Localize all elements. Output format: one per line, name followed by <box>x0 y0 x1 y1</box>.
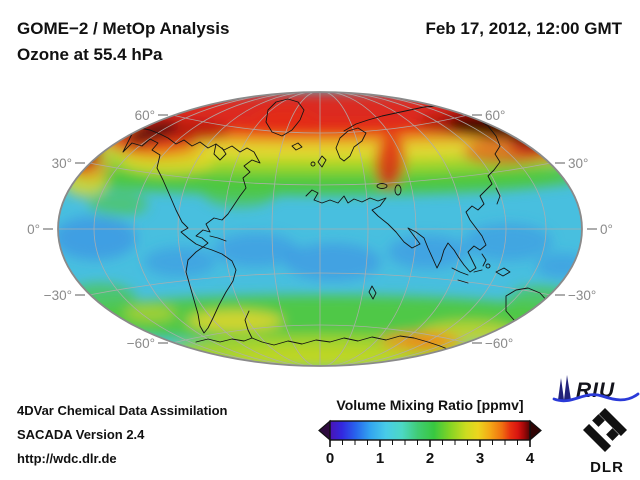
riu-logo: RIU <box>552 375 640 403</box>
colorbar-tick-1: 1 <box>376 450 384 467</box>
coastlines <box>122 98 566 351</box>
analysis-datetime: Feb 17, 2012, 12:00 GMT <box>425 19 622 38</box>
lat-label-left-30: 30° <box>52 156 72 171</box>
footer-version: SACADA Version 2.4 <box>17 427 145 442</box>
colorbar-tickmarks <box>329 440 531 447</box>
lat-label-right--60: −60° <box>485 336 513 351</box>
lat-label-left-60: 60° <box>135 108 155 123</box>
riu-cathedral-icon <box>558 375 571 400</box>
lat-label-right--30: −30° <box>568 288 596 303</box>
lat-label-left--60: −60° <box>127 336 155 351</box>
lat-label-right-60: 60° <box>485 108 505 123</box>
colorbar: Volume Mixing Ratio [ppmv] 0 1 2 3 4 <box>318 397 542 467</box>
lat-label-left-0: 0° <box>27 222 40 237</box>
lat-label-left--30: −30° <box>44 288 72 303</box>
dlr-logo-text: DLR <box>590 459 624 476</box>
map-outline <box>57 91 583 367</box>
lat-label-right-30: 30° <box>568 156 588 171</box>
dlr-emblem-icon <box>583 408 627 452</box>
colorbar-tick-0: 0 <box>326 450 334 467</box>
page-title: GOME−2 / MetOp Analysis <box>17 19 230 38</box>
colorbar-tick-3: 3 <box>476 450 484 467</box>
latitude-ticks <box>43 114 597 344</box>
colorbar-right-arrow <box>529 419 542 442</box>
footer-assimilation: 4DVar Chemical Data Assimilation <box>17 403 228 418</box>
colorbar-tick-2: 2 <box>426 450 434 467</box>
colorbar-left-arrow <box>318 419 331 442</box>
lat-label-right-0: 0° <box>600 222 613 237</box>
colorbar-tick-4: 4 <box>526 450 535 467</box>
page-subtitle: Ozone at 55.4 hPa <box>17 45 163 64</box>
footer-url: http://wdc.dlr.de <box>17 451 117 466</box>
latitude-labels: 60° 60° 30° 30° 0° 0° −30° −30° −60° −60… <box>27 108 613 351</box>
colorbar-gradient <box>329 420 531 441</box>
colorbar-tick-labels: 0 1 2 3 4 <box>326 450 535 467</box>
riu-wave-icon <box>552 392 640 403</box>
dlr-logo: DLR <box>583 408 627 476</box>
colorbar-title: Volume Mixing Ratio [ppmv] <box>336 397 523 413</box>
